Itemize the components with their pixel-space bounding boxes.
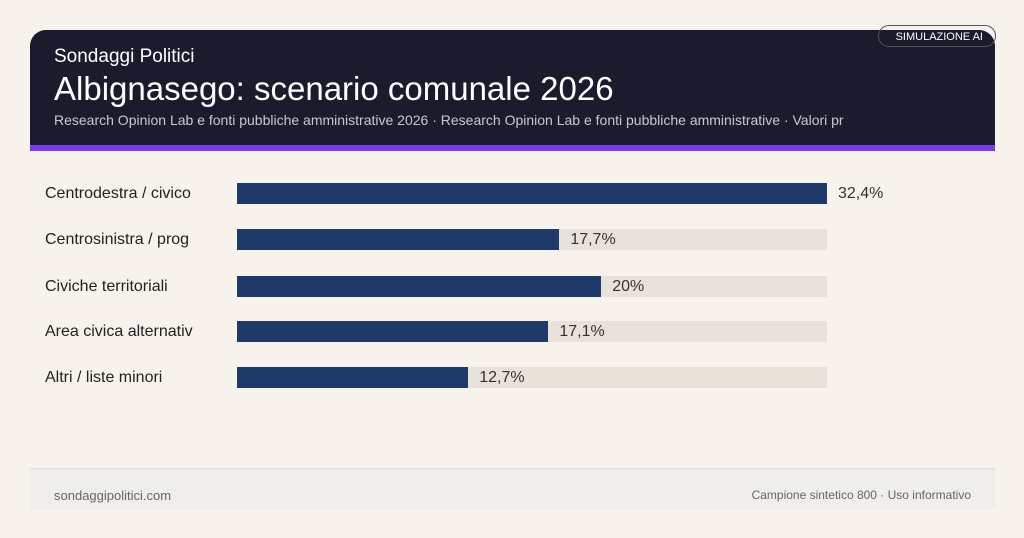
bar-track (237, 183, 827, 204)
bar-track (237, 276, 827, 297)
bar (237, 183, 827, 204)
value-label: 12,7% (479, 369, 525, 386)
kicker: Sondaggi Politici (54, 46, 195, 67)
header (30, 30, 995, 145)
chart-row: Civiche territoriali 20% (0, 276, 1024, 298)
category-label: Centrosinistra / prog (45, 231, 190, 248)
chart-row: Centrosinistra / prog 17,7% (0, 229, 1024, 251)
chart-row: Area civica alternativ 17,1% (0, 321, 1024, 343)
footer-site: sondaggipolitici.com (54, 488, 172, 503)
value-label: 17,1% (559, 323, 605, 340)
value-label: 20% (612, 278, 645, 295)
page-title: Albignasego: scenario comunale 2026 (54, 70, 614, 107)
bar (237, 367, 469, 388)
category-label: Altri / liste minori (45, 369, 163, 386)
category-label: Area civica alternativ (45, 323, 193, 340)
footer-note: Campione sintetico 800 · Uso informativo (751, 488, 971, 502)
value-label: 17,7% (570, 231, 616, 248)
footer: sondaggipolitici.com Campione sintetico … (30, 468, 995, 509)
bar (237, 321, 549, 342)
chart-row: Altri / liste minori 12,7% (0, 367, 1024, 389)
accent-bar (30, 145, 995, 151)
subtitle: Research Opinion Lab e fonti pubbliche a… (54, 112, 844, 128)
bar-track (237, 367, 827, 388)
bar (237, 276, 602, 297)
category-label: Centrodestra / civico (45, 185, 191, 202)
bar-track (237, 229, 827, 250)
chart-row: Centrodestra / civico 32,4% (0, 183, 1024, 205)
simulation-badge: SIMULAZIONE AI (878, 25, 996, 47)
bar (237, 229, 560, 250)
value-label: 32,4% (838, 185, 884, 202)
category-label: Civiche territoriali (45, 278, 168, 295)
bar-track (237, 321, 827, 342)
